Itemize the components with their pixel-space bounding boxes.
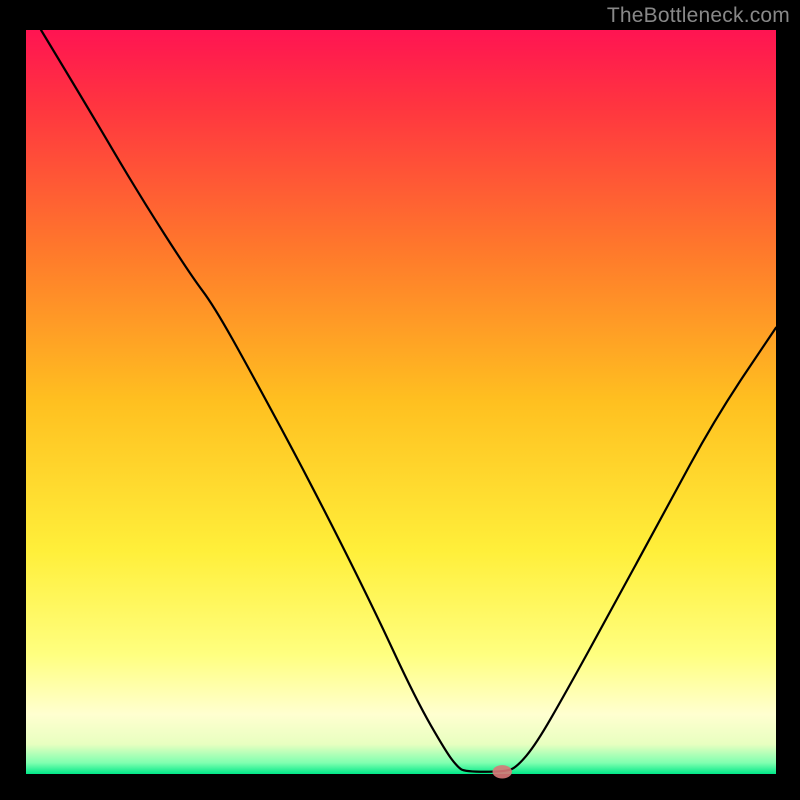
chart-container: TheBottleneck.com bbox=[0, 0, 800, 800]
plot-background-gradient bbox=[26, 30, 776, 774]
optimal-point-marker bbox=[493, 765, 513, 778]
bottleneck-curve-chart bbox=[0, 0, 800, 800]
watermark-text: TheBottleneck.com bbox=[607, 4, 790, 28]
